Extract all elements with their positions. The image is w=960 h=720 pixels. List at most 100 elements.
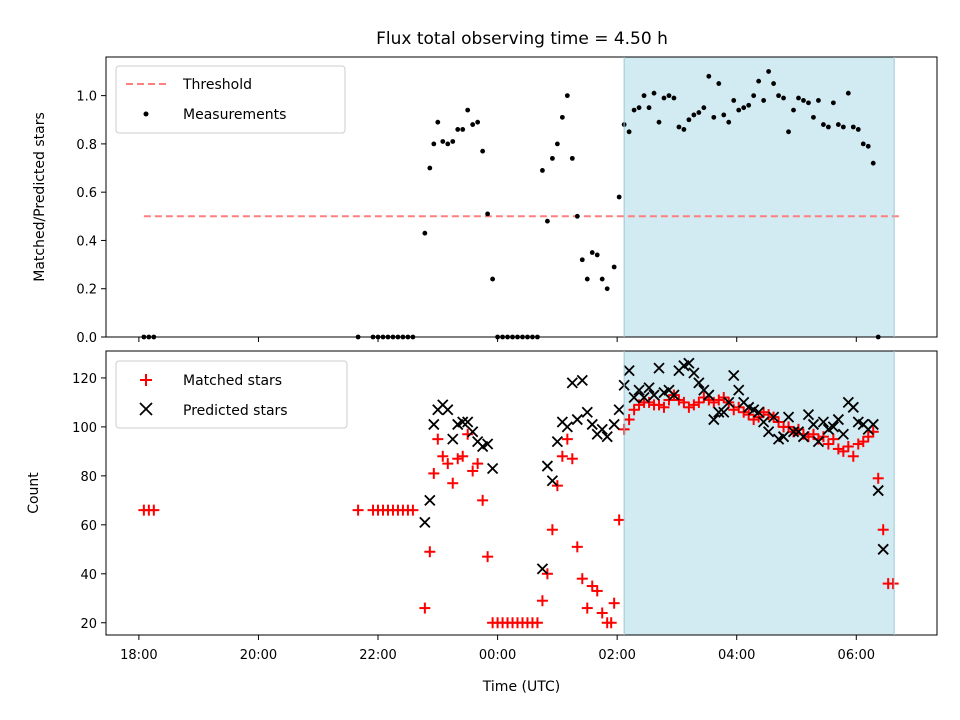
matched-star-point	[658, 401, 670, 413]
y-tick-label: 1.0	[76, 90, 97, 105]
predicted-star-point	[447, 433, 459, 445]
predicted-star-point	[877, 543, 889, 555]
measurement-point	[485, 211, 491, 217]
measurement-point	[616, 194, 622, 200]
predicted-star-point	[581, 406, 593, 418]
predicted-star-point	[596, 423, 608, 435]
predicted-star-point	[419, 516, 431, 529]
x-tick-label: 06:00	[838, 648, 875, 663]
legend-bottom: Matched stars Predicted stars	[115, 360, 348, 429]
matched-star-point	[586, 580, 598, 592]
measurement-point	[855, 127, 861, 132]
y-tick-label: 60	[80, 519, 97, 534]
measurement-point	[830, 100, 836, 106]
measurement-point	[835, 122, 841, 127]
measurement-point	[626, 129, 632, 135]
y-tick-label: 0.8	[76, 138, 97, 153]
measurement-point	[865, 143, 871, 149]
measurement-point	[771, 81, 776, 86]
predicted-star-point	[576, 374, 588, 387]
predicted-star-point	[827, 421, 840, 433]
y-tick-label: 80	[80, 470, 97, 485]
measurement-point	[490, 276, 496, 282]
matched-star-point	[693, 396, 705, 408]
matched-star-point	[566, 453, 578, 465]
matched-star-point	[591, 585, 603, 597]
matched-star-point	[352, 504, 364, 516]
legend-threshold-label: Threshold	[182, 77, 252, 93]
matched-star-point	[877, 524, 889, 536]
measurement-point	[445, 141, 451, 147]
predicted-star-point	[668, 389, 680, 401]
measurement-point	[756, 78, 762, 84]
predicted-star-point	[653, 362, 665, 374]
top-panel: 0.0 0.2 0.4 0.6 0.8 1.0 Matched/Predicted sta…	[32, 56, 938, 346]
y-tick-label: 100	[72, 421, 97, 436]
predicted-star-point	[733, 384, 745, 396]
measurement-point	[825, 124, 831, 130]
predicted-star-point	[718, 406, 730, 418]
predicted-star-point	[713, 406, 725, 418]
predicted-star-point	[442, 404, 454, 416]
matched-star-point	[596, 607, 608, 619]
matched-star-point	[623, 414, 635, 426]
matched-star-point	[857, 436, 869, 448]
predicted-star-point	[623, 364, 635, 377]
predicted-star-point	[693, 377, 705, 389]
measurement-point	[641, 93, 647, 99]
y-axis-ticks-bottom: 20 40 60 80 100 120	[72, 372, 106, 632]
plot-frame-bottom	[105, 350, 938, 636]
matched-star-point	[758, 406, 770, 418]
measurement-point	[816, 98, 821, 103]
predicted-star-point	[643, 382, 655, 394]
measurement-point	[811, 114, 816, 120]
measurement-point	[845, 90, 851, 96]
matched-star-point	[531, 617, 543, 629]
predicted-star-point	[428, 418, 440, 431]
measurement-point	[480, 148, 486, 154]
matched-star-point	[482, 551, 494, 563]
predicted-star-point	[797, 431, 810, 443]
predicted-star-point	[424, 494, 436, 506]
measurement-point	[870, 160, 876, 166]
legend-measurements-label: Measurements	[183, 107, 286, 123]
y-tick-label: 0.0	[76, 331, 97, 346]
measurement-point	[574, 213, 580, 219]
measurement-point	[741, 105, 747, 111]
measurement-point	[564, 93, 570, 99]
predicted-star-point	[802, 409, 815, 421]
matched-star-point	[837, 445, 849, 457]
legend-top: Threshold Measurements	[115, 65, 346, 134]
matched-star-point	[472, 458, 484, 470]
measurement-point	[821, 122, 826, 127]
measurement-point	[860, 141, 866, 147]
measurement-point	[460, 127, 466, 132]
predicted-star-point	[633, 384, 645, 396]
matched-star-point	[807, 428, 819, 440]
y-axis-label-top: Matched/Predicted stars	[32, 112, 48, 282]
measurement-point	[435, 119, 441, 125]
predicted-star-point	[787, 426, 800, 438]
x-tick-label: 22:00	[359, 648, 396, 663]
matched-star-point	[713, 394, 725, 406]
measurement-point	[431, 141, 437, 147]
predicted-star-point	[638, 391, 650, 404]
measurement-point	[701, 105, 707, 111]
matched-star-point	[613, 514, 625, 526]
predicted-star-point	[847, 401, 859, 413]
legend-measurements-swatch	[143, 111, 149, 117]
measurement-point	[554, 141, 560, 147]
measurement-point	[706, 73, 712, 79]
measurement-point	[475, 119, 481, 125]
predicted-star-point	[872, 484, 884, 497]
predicted-star-point	[767, 411, 780, 423]
y-tick-label: 0.6	[76, 186, 97, 201]
x-tick-label: 20:00	[240, 648, 277, 663]
predicted-star-point	[753, 406, 765, 418]
predicted-star-point	[571, 413, 583, 426]
measurement-point	[540, 168, 545, 173]
matched-star-point	[748, 414, 760, 426]
matched-star-point	[561, 433, 573, 445]
measurement-point	[440, 139, 446, 144]
y-tick-label: 20	[80, 617, 97, 632]
